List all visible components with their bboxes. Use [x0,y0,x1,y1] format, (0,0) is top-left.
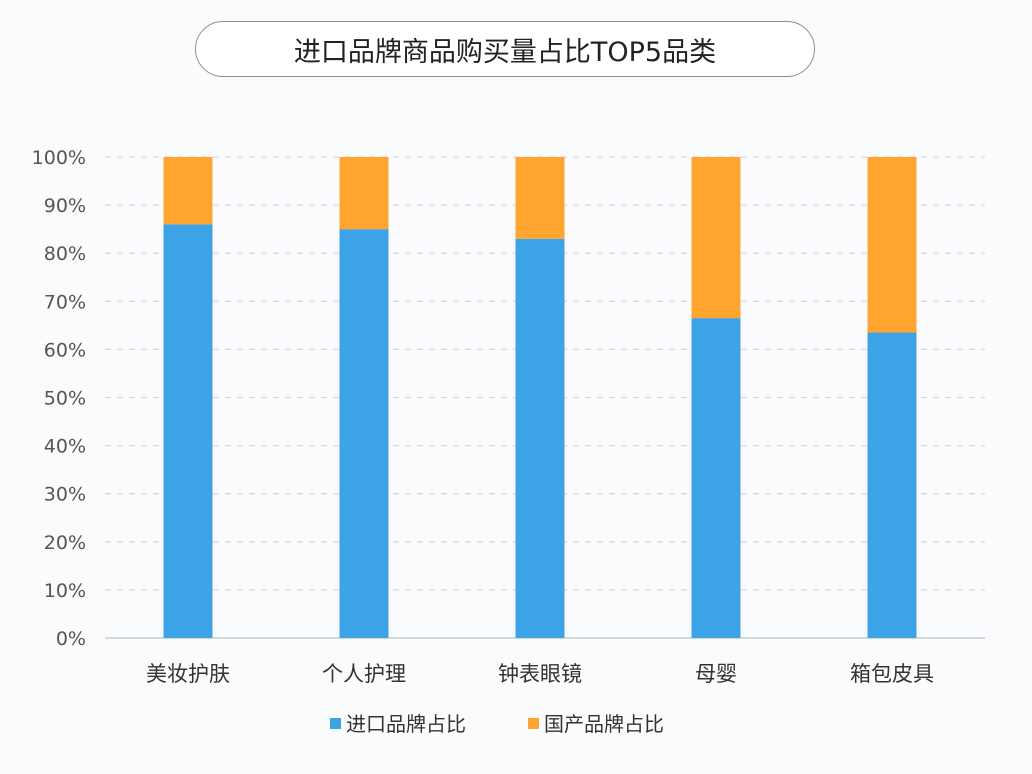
bar-segment [691,318,741,638]
bar-segment [515,157,565,239]
y-tick-label: 10% [44,580,86,602]
bar-segment [867,332,917,638]
bar-segment [515,238,565,638]
y-tick-label: 100% [32,147,86,169]
bar-segment [339,229,389,638]
x-category-label: 美妆护肤 [146,662,230,686]
y-tick-label: 70% [44,291,86,313]
legend-swatch [528,718,539,729]
chart-title: 进口品牌商品购买量占比TOP5品类 [195,21,815,77]
y-tick-label: 0% [56,628,86,650]
y-tick-label: 90% [44,195,86,217]
x-category-label: 钟表眼镜 [498,662,582,686]
y-tick-label: 80% [44,243,86,265]
legend-label: 国产品牌占比 [544,712,664,736]
y-tick-label: 40% [44,436,86,458]
bar-segment [691,157,741,319]
y-tick-label: 60% [44,339,86,361]
y-tick-label: 50% [44,388,86,410]
x-category-label: 个人护理 [322,662,406,686]
legend-label: 进口品牌占比 [346,712,466,736]
legend-swatch [330,718,341,729]
bar-segment [339,157,389,230]
bar-segment [163,224,213,638]
bar-segment [867,157,917,333]
x-category-label: 箱包皮具 [850,662,934,686]
x-category-label: 母婴 [695,662,737,686]
y-tick-label: 20% [44,532,86,554]
bar-segment [163,157,213,225]
y-tick-label: 30% [44,484,86,506]
